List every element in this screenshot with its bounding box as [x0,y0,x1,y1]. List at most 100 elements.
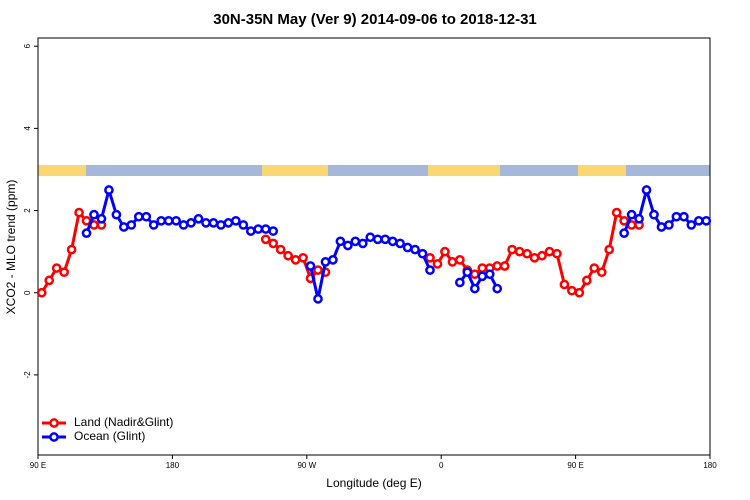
data-point [372,234,383,245]
data-point [104,185,114,195]
data-point [148,220,159,230]
data-point [679,211,689,222]
data-point [216,220,226,230]
data-point [469,283,480,294]
data-point [238,220,249,230]
data-point [447,257,458,267]
data-point [275,244,286,255]
data-point [499,261,510,271]
y-tick-label: 4 [23,126,32,131]
data-point [193,213,204,224]
data-point [634,213,644,224]
data-point [544,246,555,257]
data-point [380,234,391,245]
data-point [260,224,271,234]
data-point [36,287,47,298]
legend: Land (Nadir&Glint)Ocean (Glint) [42,415,173,443]
data-point [126,220,137,230]
data-point [455,277,465,288]
data-point [343,240,353,251]
data-point [552,248,562,259]
data-point [641,185,652,195]
data-point [328,255,338,265]
land-ocean-strip [38,165,710,176]
data-point [477,263,488,273]
data-point [432,259,443,269]
data-point [410,244,420,255]
data-point [133,211,144,222]
data-point [313,265,323,275]
data-point [350,236,361,247]
data-point [298,252,308,263]
data-point [66,244,77,255]
data-point [74,207,84,218]
data-point [357,238,368,249]
data-point [402,242,413,253]
legend-marker [49,418,59,428]
y-tick-label: 6 [23,43,32,48]
data-point [81,228,92,238]
y-tick-label: -2 [23,371,32,379]
data-point [701,215,712,226]
data-point [671,211,682,222]
chart-title: 30N-35N May (Ver 9) 2014-09-06 to 2018-1… [213,11,537,28]
land-band [578,165,626,176]
data-point [664,220,674,230]
data-point [268,238,279,249]
data-point [649,209,659,220]
data-point [656,222,667,232]
x-tick-label: 90 E [30,461,46,470]
data-point [141,211,152,222]
land-band [428,165,500,176]
land-band [262,165,328,176]
data-point [693,215,704,226]
data-point [201,218,211,228]
land-band [38,165,86,176]
data-point [469,269,480,280]
data-point [253,224,264,234]
data-point [514,246,525,257]
data-point [305,261,316,271]
data-point [111,209,122,220]
data-point [163,215,174,226]
legend-label: Land (Nadir&Glint) [74,415,173,429]
data-point [44,275,55,286]
data-point [231,215,241,226]
data-point [51,263,62,273]
data-point [581,275,592,286]
data-point [626,209,637,220]
y-axis-label: XCO2 - MLO trend (ppm) [4,180,18,315]
data-point [537,250,547,261]
data-point [89,209,99,220]
data-point [395,238,405,249]
data-point [425,252,435,263]
data-point [604,244,615,255]
data-point [223,218,234,228]
data-point [425,265,435,275]
x-tick-label: 90 W [297,461,316,470]
data-point [589,263,600,273]
data-point [611,207,622,218]
data-point [208,218,219,228]
legend-marker [49,432,59,442]
data-point [462,267,473,278]
data-point [522,248,532,259]
x-axis-label: Longitude (deg E) [326,476,421,490]
data-point [567,285,577,296]
data-point [171,215,181,226]
data-point [686,220,697,230]
data-point [268,226,279,236]
y-tick-label: 2 [23,208,32,213]
x-tick-label: 0 [439,461,444,470]
data-point [59,267,69,278]
data-point [559,279,570,290]
data-point [156,215,167,226]
data-point [529,252,540,263]
data-point [96,213,107,224]
ocean-band [38,165,710,176]
data-point [365,232,376,243]
data-point [313,294,323,304]
data-point [596,267,607,278]
data-point [245,226,256,236]
